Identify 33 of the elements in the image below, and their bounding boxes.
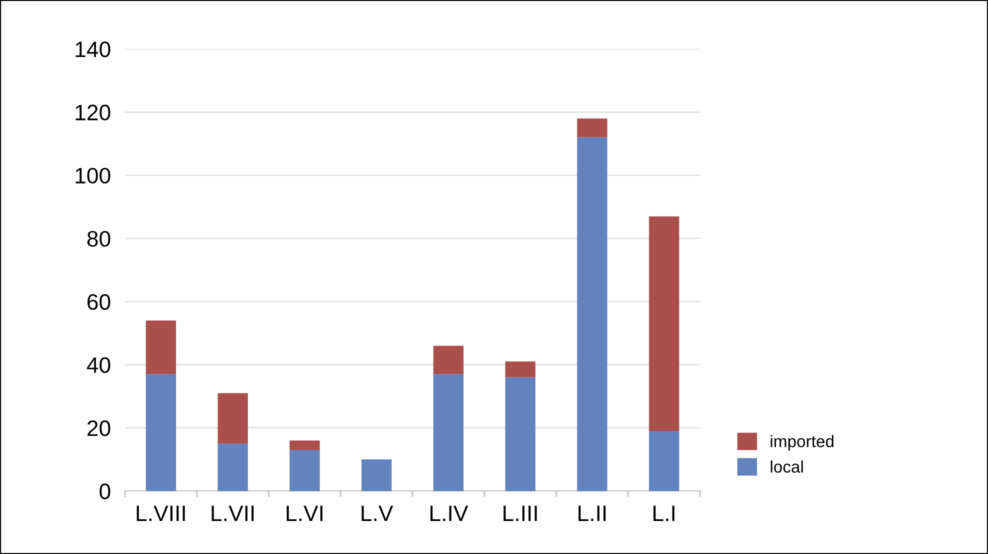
y-tick-label: 20 [88, 420, 110, 436]
bar [577, 137, 608, 491]
bar [290, 450, 320, 491]
x-tick-label: L.V [362, 506, 394, 521]
y-tick-label: 140 [76, 42, 110, 58]
bar [505, 362, 536, 378]
x-tick-label: L.II [578, 506, 606, 521]
y-tick-label: 60 [88, 294, 110, 310]
y-tick-label: 100 [76, 168, 110, 184]
x-tick-label: L.VIII [136, 506, 185, 521]
bar [218, 444, 248, 491]
legend-label: imported [770, 435, 834, 451]
bar [577, 118, 608, 138]
x-tick-label: L.VI [286, 506, 322, 521]
y-tick-label: 40 [86, 357, 110, 373]
y-tick-label: 0 [100, 484, 110, 500]
bar [146, 320, 176, 374]
bar [433, 346, 464, 374]
x-tick-label: L.III [504, 506, 537, 521]
bar [648, 431, 680, 491]
y-tick-label: 120 [76, 104, 110, 120]
bar [361, 459, 392, 491]
bar [433, 374, 464, 491]
bar [218, 393, 248, 444]
bar [648, 216, 680, 432]
bar [146, 374, 176, 491]
bar [505, 377, 536, 491]
y-tick-label: 80 [87, 230, 110, 247]
bar [290, 440, 320, 450]
x-tick-label: L.VII [212, 506, 254, 521]
x-tick-label: L.I [654, 506, 674, 521]
x-tick-label: L.IV [430, 506, 468, 521]
legend-label: local [770, 460, 803, 473]
